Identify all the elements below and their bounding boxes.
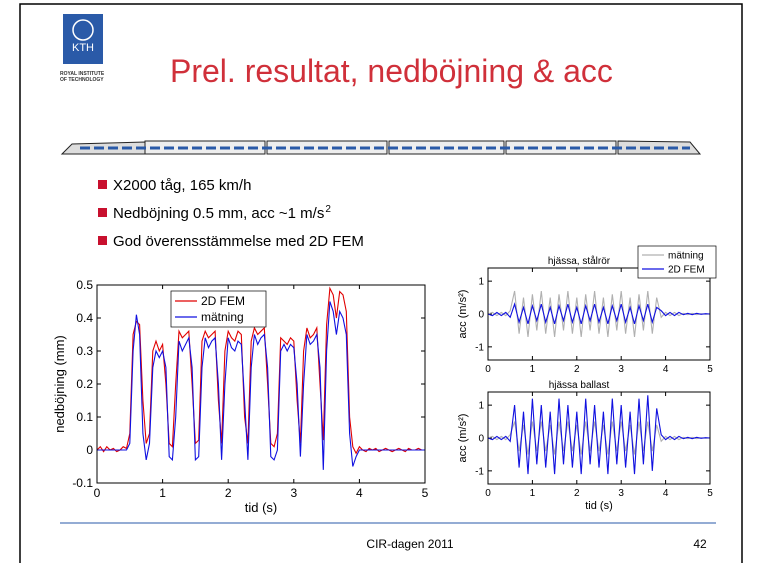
y-axis-label: acc (m/s²): [457, 414, 469, 463]
x-tick-label: 3: [290, 486, 297, 500]
x-tick-label: 4: [356, 486, 363, 500]
x-axis-label: tid (s): [245, 500, 278, 515]
train: [60, 140, 702, 155]
bullet-superscript: 2: [325, 204, 331, 215]
y-tick-label: 0.4: [76, 311, 93, 325]
x-tick-label: 2: [574, 488, 580, 499]
y-tick-label: -1: [475, 466, 484, 477]
x-tick-label: 0: [94, 486, 101, 500]
x-tick-label: 5: [422, 486, 429, 500]
logo-caption: OF TECHNOLOGY: [60, 77, 104, 83]
data-line: [487, 302, 711, 325]
y-tick-label: 0.1: [76, 410, 93, 424]
axes-box: [487, 267, 711, 361]
logo-caption: ROYAL INSTITUTE: [60, 71, 105, 77]
y-axis-label: nedböjning (mm): [52, 335, 67, 433]
footer-text: CIR-dagen 2011: [366, 537, 453, 551]
data-line: [487, 395, 711, 475]
y-tick-label: 0: [478, 310, 484, 321]
logo-crest: [72, 19, 94, 41]
y-tick-label: 1: [478, 401, 484, 412]
x-tick-label: 0: [485, 364, 491, 375]
x-axis-label: tid (s): [585, 500, 613, 512]
y-axis-label: acc (m/s²): [457, 290, 469, 339]
legend-label: 2D FEM: [668, 265, 705, 276]
x-tick-label: 3: [618, 488, 624, 499]
x-tick-label: 0: [485, 488, 491, 499]
data-line: [487, 290, 711, 338]
legend-box: [170, 290, 267, 328]
legend-label: mätning: [668, 251, 704, 262]
x-tick-label: 5: [707, 488, 713, 499]
logo: [63, 14, 103, 64]
bullet-text: God överensstämmelse med 2D FEM: [113, 233, 364, 250]
x-tick-label: 5: [707, 364, 713, 375]
x-tick-label: 1: [159, 486, 166, 500]
x-tick-label: 3: [618, 364, 624, 375]
chart-title: hjässa ballast: [549, 380, 610, 391]
page-number: 42: [693, 537, 707, 551]
y-tick-label: 0: [478, 434, 484, 445]
logo-text: KTH: [72, 42, 94, 54]
y-tick-label: 0.3: [76, 344, 93, 358]
axes-box: [96, 284, 426, 484]
y-tick-label: 0.5: [76, 278, 93, 292]
axes-box: [487, 391, 711, 485]
x-tick-label: 4: [663, 488, 669, 499]
y-tick-label: -1: [475, 342, 484, 353]
x-tick-label: 2: [574, 364, 580, 375]
chart-title: hjässa, stålrör: [548, 255, 611, 267]
bullet-text: X2000 tåg, 165 km/h: [113, 177, 251, 194]
x-tick-label: 2: [225, 486, 232, 500]
y-tick-label: -0.1: [72, 476, 93, 490]
bullet-marker: [98, 208, 107, 217]
data-line: [96, 286, 425, 455]
legend-box: [637, 245, 717, 279]
y-tick-label: 0.2: [76, 377, 93, 391]
x-tick-label: 1: [530, 488, 536, 499]
bullet-marker: [98, 236, 107, 245]
legend-label: mätning: [201, 310, 244, 324]
x-tick-label: 1: [530, 364, 536, 375]
legend-label: 2D FEM: [201, 294, 245, 308]
y-tick-label: 0: [86, 443, 93, 457]
data-line: [97, 301, 425, 470]
bullet-marker: [98, 180, 107, 189]
x-tick-label: 4: [663, 364, 669, 375]
slide-title: Prel. resultat, nedböjning & acc: [170, 53, 613, 89]
bullet-text: Nedböjning 0.5 mm, acc ~1 m/s: [113, 205, 324, 222]
y-tick-label: 1: [478, 277, 484, 288]
